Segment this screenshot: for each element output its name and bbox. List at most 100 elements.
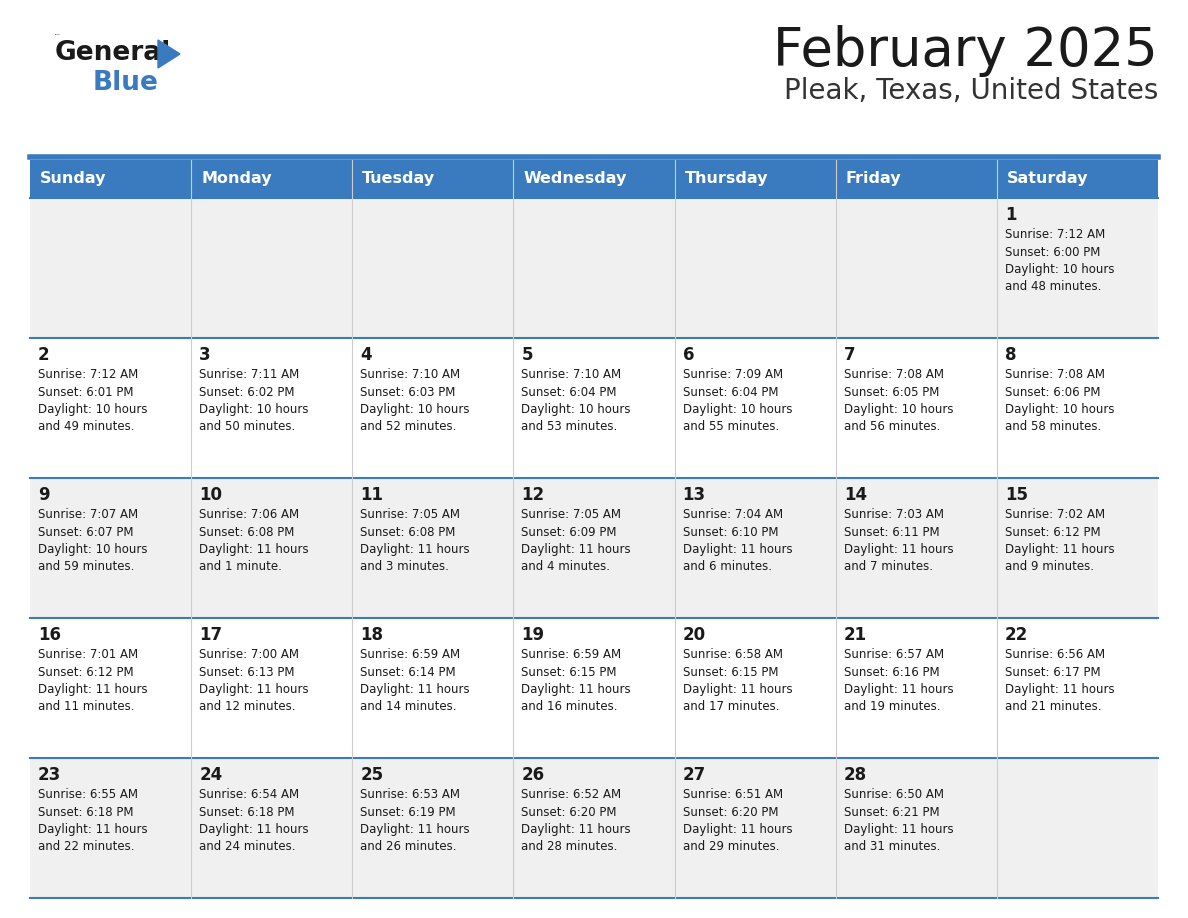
Text: Daylight: 11 hours: Daylight: 11 hours [843,823,953,836]
Text: Daylight: 11 hours: Daylight: 11 hours [360,543,470,556]
Text: 14: 14 [843,486,867,504]
Text: and 28 minutes.: and 28 minutes. [522,841,618,854]
Text: Sunrise: 7:10 AM: Sunrise: 7:10 AM [360,368,461,381]
Bar [30,478,1158,618]
Text: and 29 minutes.: and 29 minutes. [683,841,779,854]
Text: 18: 18 [360,626,384,644]
Text: Daylight: 10 hours: Daylight: 10 hours [38,543,147,556]
Text: Sunrise: 6:55 AM: Sunrise: 6:55 AM [38,788,138,801]
Text: 24: 24 [200,766,222,784]
Text: 17: 17 [200,626,222,644]
Text: Daylight: 10 hours: Daylight: 10 hours [522,403,631,416]
Text: Sunset: 6:20 PM: Sunset: 6:20 PM [522,805,617,819]
Text: Sunset: 6:18 PM: Sunset: 6:18 PM [200,805,295,819]
Text: Sunday: Sunday [40,172,107,186]
Text: Sunrise: 7:00 AM: Sunrise: 7:00 AM [200,648,299,661]
Text: 23: 23 [38,766,62,784]
Text: and 53 minutes.: and 53 minutes. [522,420,618,433]
Text: Sunrise: 7:08 AM: Sunrise: 7:08 AM [843,368,943,381]
Text: and 31 minutes.: and 31 minutes. [843,841,940,854]
Text: Tuesday: Tuesday [362,172,436,186]
Text: and 12 minutes.: and 12 minutes. [200,700,296,713]
Text: and 4 minutes.: and 4 minutes. [522,561,611,574]
Text: 8: 8 [1005,346,1017,364]
Text: Daylight: 11 hours: Daylight: 11 hours [200,543,309,556]
Text: Sunset: 6:16 PM: Sunset: 6:16 PM [843,666,940,678]
Text: General: General [55,40,171,66]
Text: and 19 minutes.: and 19 minutes. [843,700,940,713]
Text: Sunrise: 7:10 AM: Sunrise: 7:10 AM [522,368,621,381]
Text: Daylight: 11 hours: Daylight: 11 hours [522,823,631,836]
Bar [30,758,1158,898]
Text: Sunrise: 7:01 AM: Sunrise: 7:01 AM [38,648,138,661]
Text: and 56 minutes.: and 56 minutes. [843,420,940,433]
Text: and 49 minutes.: and 49 minutes. [38,420,134,433]
Text: Monday: Monday [201,172,272,186]
Text: Sunset: 6:03 PM: Sunset: 6:03 PM [360,386,456,398]
Text: and 24 minutes.: and 24 minutes. [200,841,296,854]
Text: 3: 3 [200,346,210,364]
Text: Sunrise: 7:05 AM: Sunrise: 7:05 AM [522,508,621,521]
Text: Sunrise: 6:57 AM: Sunrise: 6:57 AM [843,648,943,661]
Text: Daylight: 10 hours: Daylight: 10 hours [1005,263,1114,276]
Text: 4: 4 [360,346,372,364]
Text: Sunrise: 7:12 AM: Sunrise: 7:12 AM [1005,228,1105,241]
Text: Daylight: 11 hours: Daylight: 11 hours [843,683,953,696]
Text: Sunset: 6:04 PM: Sunset: 6:04 PM [683,386,778,398]
Text: Daylight: 11 hours: Daylight: 11 hours [38,683,147,696]
Text: and 55 minutes.: and 55 minutes. [683,420,779,433]
Text: and 21 minutes.: and 21 minutes. [1005,700,1101,713]
Text: Wednesday: Wednesday [524,172,627,186]
Bar [30,160,1158,198]
Text: Daylight: 11 hours: Daylight: 11 hours [843,543,953,556]
Text: Daylight: 10 hours: Daylight: 10 hours [200,403,309,416]
Text: Pleak, Texas, United States: Pleak, Texas, United States [784,77,1158,105]
Text: Sunrise: 6:53 AM: Sunrise: 6:53 AM [360,788,460,801]
Text: Sunset: 6:07 PM: Sunset: 6:07 PM [38,525,133,539]
Text: Friday: Friday [846,172,902,186]
Text: Sunset: 6:10 PM: Sunset: 6:10 PM [683,525,778,539]
Text: and 11 minutes.: and 11 minutes. [38,700,134,713]
Text: Sunrise: 6:54 AM: Sunrise: 6:54 AM [200,788,299,801]
Text: 20: 20 [683,626,706,644]
Text: 10: 10 [200,486,222,504]
Text: Sunset: 6:04 PM: Sunset: 6:04 PM [522,386,617,398]
Text: 13: 13 [683,486,706,504]
Text: Sunrise: 6:59 AM: Sunrise: 6:59 AM [522,648,621,661]
Text: Sunset: 6:02 PM: Sunset: 6:02 PM [200,386,295,398]
Text: Daylight: 10 hours: Daylight: 10 hours [38,403,147,416]
Text: Sunset: 6:13 PM: Sunset: 6:13 PM [200,666,295,678]
Text: Daylight: 11 hours: Daylight: 11 hours [522,683,631,696]
Text: 19: 19 [522,626,544,644]
Text: Sunset: 6:15 PM: Sunset: 6:15 PM [522,666,617,678]
Text: Sunrise: 6:59 AM: Sunrise: 6:59 AM [360,648,461,661]
Text: Sunrise: 6:50 AM: Sunrise: 6:50 AM [843,788,943,801]
Text: Daylight: 10 hours: Daylight: 10 hours [683,403,792,416]
Text: 7: 7 [843,346,855,364]
Text: Sunrise: 6:58 AM: Sunrise: 6:58 AM [683,648,783,661]
Text: Sunrise: 6:56 AM: Sunrise: 6:56 AM [1005,648,1105,661]
Text: Daylight: 11 hours: Daylight: 11 hours [683,543,792,556]
Text: Daylight: 11 hours: Daylight: 11 hours [522,543,631,556]
Text: Sunset: 6:20 PM: Sunset: 6:20 PM [683,805,778,819]
Text: Sunset: 6:00 PM: Sunset: 6:00 PM [1005,245,1100,259]
Text: 2: 2 [38,346,50,364]
Text: 21: 21 [843,626,867,644]
Text: and 6 minutes.: and 6 minutes. [683,561,771,574]
Text: and 9 minutes.: and 9 minutes. [1005,561,1094,574]
Text: Sunrise: 7:02 AM: Sunrise: 7:02 AM [1005,508,1105,521]
Text: and 17 minutes.: and 17 minutes. [683,700,779,713]
Text: Daylight: 11 hours: Daylight: 11 hours [360,823,470,836]
Text: 16: 16 [38,626,61,644]
Text: 15: 15 [1005,486,1028,504]
Text: and 1 minute.: and 1 minute. [200,561,282,574]
Text: 1: 1 [1005,206,1017,224]
Text: and 59 minutes.: and 59 minutes. [38,561,134,574]
Text: 11: 11 [360,486,384,504]
Text: and 3 minutes.: and 3 minutes. [360,561,449,574]
Bar [30,338,1158,478]
Text: February 2025: February 2025 [773,25,1158,77]
Text: Sunset: 6:01 PM: Sunset: 6:01 PM [38,386,133,398]
Text: Sunrise: 7:06 AM: Sunrise: 7:06 AM [200,508,299,521]
Text: and 26 minutes.: and 26 minutes. [360,841,456,854]
